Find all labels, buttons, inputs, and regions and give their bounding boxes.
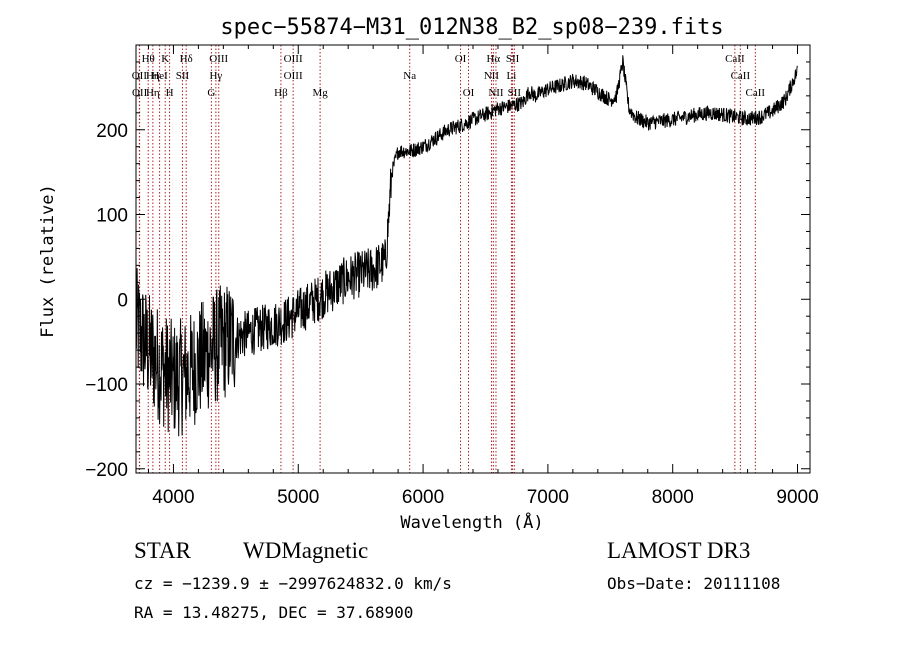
line-marker-label-3: Hη xyxy=(146,70,160,82)
x-tick-label-5: 9000 xyxy=(776,487,818,508)
ra-dec-coordinates: RA = 13.48275, DEC = 37.68900 xyxy=(134,603,414,622)
y-axis-ticks: −200 −100 0 100 200 xyxy=(85,61,810,481)
line-marker-label-27: CaII xyxy=(731,70,751,82)
line-marker-label-4: Hη xyxy=(146,87,160,99)
line-marker-label-7: H xyxy=(166,87,174,99)
y-tick-label-3: 100 xyxy=(96,206,128,227)
line-marker-label-14: OIII xyxy=(284,70,303,82)
line-marker-label-16: Mg xyxy=(312,87,328,99)
line-marker-label-10: OIII xyxy=(209,53,228,65)
line-marker-label-11: Hγ xyxy=(209,70,222,82)
x-tick-label-4: 8000 xyxy=(652,487,694,508)
line-marker-label-13: OIII xyxy=(284,53,303,65)
line-marker-label-19: OI xyxy=(463,87,475,99)
line-marker-label-18: OI xyxy=(455,53,467,65)
observation-date: Obs−Date: 20111108 xyxy=(607,574,781,593)
y-tick-label-2: 0 xyxy=(117,290,128,311)
line-marker-label-23: SII xyxy=(506,53,520,65)
line-marker-label-26: CaII xyxy=(725,53,745,65)
line-marker-label-6: HeI xyxy=(151,70,168,82)
emission-line-markers xyxy=(138,45,756,473)
line-marker-label-12: G xyxy=(207,87,215,99)
x-tick-label-1: 5000 xyxy=(277,487,319,508)
line-marker-label-25: SII xyxy=(508,87,522,99)
redshift-cz: cz = −1239.9 ± −2997624832.0 km/s xyxy=(134,574,452,593)
spectrum-chart: spec−55874−M31_012N38_B2_sp08−239.fits H… xyxy=(38,15,819,533)
line-marker-label-21: NII xyxy=(484,70,500,82)
line-marker-label-15: Hβ xyxy=(274,87,288,99)
line-marker-label-1: OII xyxy=(132,70,148,82)
line-marker-label-0: Hθ xyxy=(142,53,155,65)
line-marker-label-24: Li xyxy=(507,70,517,82)
x-tick-label-0: 4000 xyxy=(152,487,194,508)
y-tick-label-0: −200 xyxy=(85,460,128,481)
line-marker-label-28: CaII xyxy=(746,87,766,99)
line-marker-label-20: Hα xyxy=(486,53,500,65)
x-tick-label-2: 6000 xyxy=(402,487,444,508)
x-axis-label: Wavelength (Å) xyxy=(400,511,543,533)
survey-name: LAMOST DR3 xyxy=(607,538,751,563)
x-axis-ticks: 4000 5000 6000 7000 8000 9000 xyxy=(147,45,819,508)
line-marker-label-22: NII xyxy=(488,87,504,99)
x-tick-label-3: 7000 xyxy=(527,487,569,508)
y-axis-label: Flux (relative) xyxy=(38,184,58,338)
spectrum-line xyxy=(135,55,798,437)
object-subclass: WDMagnetic xyxy=(243,538,369,563)
y-tick-label-4: 200 xyxy=(96,121,128,142)
y-tick-label-1: −100 xyxy=(85,375,128,396)
line-marker-label-5: K xyxy=(161,53,169,65)
object-class: STAR xyxy=(134,538,191,563)
line-marker-label-9: Hδ xyxy=(180,53,193,65)
chart-title: spec−55874−M31_012N38_B2_sp08−239.fits xyxy=(220,15,723,40)
line-marker-label-17: Na xyxy=(403,70,416,82)
line-marker-label-8: SII xyxy=(176,70,190,82)
